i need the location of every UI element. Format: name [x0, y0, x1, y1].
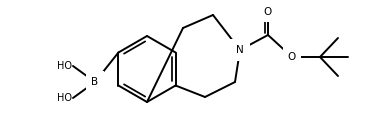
Text: HO: HO	[57, 61, 72, 71]
Text: B: B	[91, 77, 99, 87]
Text: N: N	[236, 45, 244, 55]
Text: O: O	[264, 7, 272, 17]
Text: O: O	[288, 52, 296, 62]
Text: HO: HO	[57, 93, 72, 103]
